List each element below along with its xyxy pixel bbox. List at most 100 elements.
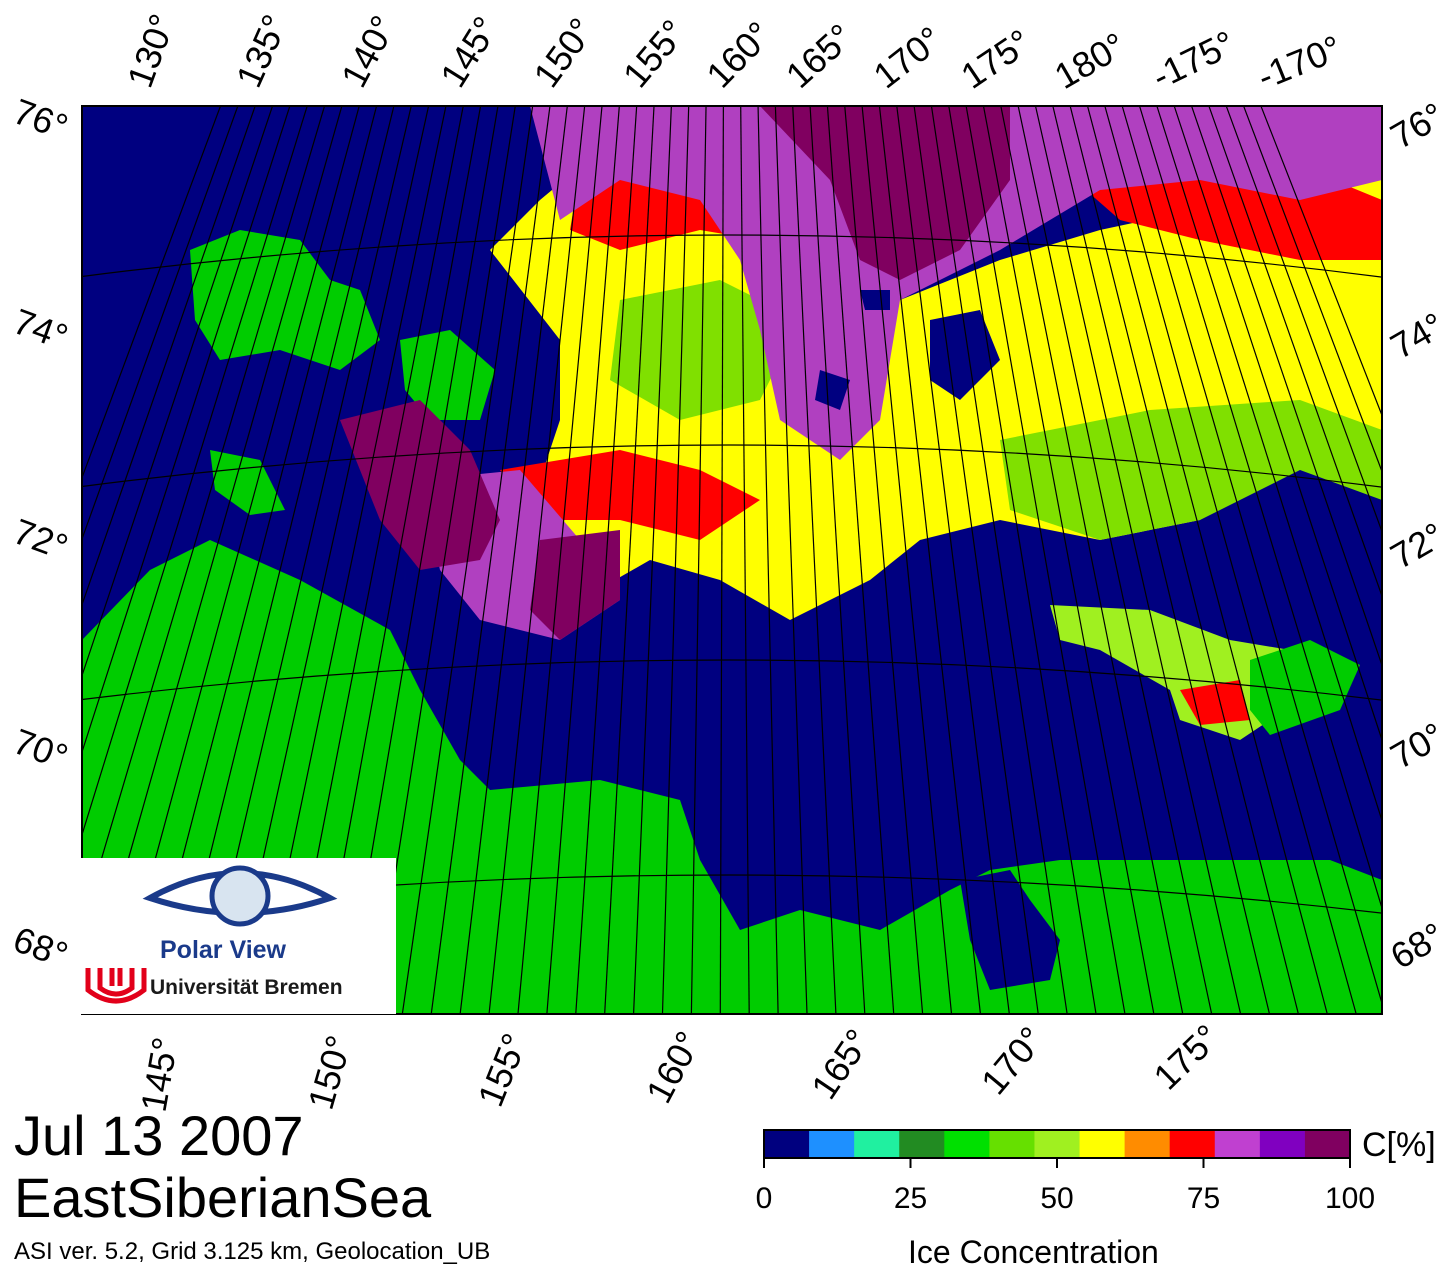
bottom-longitude-label: 155°	[470, 1028, 536, 1112]
polynya	[930, 310, 1000, 400]
meridian-line	[965, 106, 1126, 1014]
colorbar-segment	[854, 1130, 900, 1158]
meridian-line	[82, 106, 291, 754]
meridian-line	[913, 106, 1039, 1014]
ice-concentration-map	[82, 106, 1382, 1014]
left-latitude-label: 74°	[8, 300, 73, 357]
meridian-line	[82, 106, 274, 678]
polar-view-logo: Polar View Universität Bremen	[80, 858, 396, 1014]
meridian-line	[488, 106, 586, 1014]
ice-pack-max-south	[340, 400, 500, 570]
colorbar-segment	[989, 1130, 1035, 1158]
bottom-longitude-label: 165°	[803, 1022, 879, 1107]
logo-title: Polar View	[160, 936, 286, 964]
top-longitude-label: 175°	[954, 21, 1039, 97]
colorbar-segment	[944, 1130, 990, 1158]
colorbar-tick-label: 100	[1324, 1182, 1376, 1215]
right-latitude-label: 74°	[1384, 304, 1452, 367]
meridian-line	[719, 106, 724, 1014]
colorbar-segment	[1034, 1130, 1081, 1158]
colorbar-tick-label: 75	[1186, 1182, 1221, 1215]
left-latitude-labels: 76° 74° 72° 70° 68°	[8, 90, 73, 975]
ice-pack-max-south-2	[530, 530, 620, 640]
meridian-line	[1242, 106, 1382, 474]
meridian-line	[1086, 106, 1328, 1014]
legend-unit: C[%]	[1362, 1126, 1436, 1164]
bottom-longitude-label: 160°	[638, 1025, 709, 1110]
meridian-line	[809, 106, 866, 1014]
top-longitude-labels: 130° 135° 140° 145° 150° 155° 160°165° 170° 175°…	[119, 9, 1347, 98]
map-region: EastSiberianSea	[14, 1166, 432, 1229]
meridian-line	[1104, 106, 1357, 1014]
colorbar-tick-label: 50	[1040, 1182, 1074, 1215]
top-longitude-label: 145°	[432, 9, 506, 94]
meridian-line	[459, 106, 568, 1014]
top-longitude-label: 135°	[228, 9, 296, 94]
meridian-line	[82, 106, 222, 480]
top-longitude-label: 160°	[698, 14, 779, 96]
meridian-line	[690, 106, 707, 1014]
ice-pack-green-east	[1000, 400, 1382, 540]
meridian-line	[517, 106, 603, 1014]
colorbar-segment	[1169, 1130, 1216, 1158]
meridian-line	[774, 106, 808, 1014]
meridian-line	[430, 106, 551, 1014]
top-longitude-label: 165°	[778, 16, 861, 96]
meridian-line	[82, 106, 239, 541]
top-longitude-label: 130°	[119, 9, 183, 93]
colorbar-ticks	[763, 1158, 1351, 1168]
meridian-line	[1052, 106, 1271, 1014]
colorbar-segment	[1124, 1130, 1171, 1158]
meridian-line	[1017, 106, 1213, 1014]
right-latitude-label: 70°	[1384, 714, 1452, 777]
right-latitude-label: 72°	[1384, 514, 1452, 577]
polynya-3	[860, 290, 890, 310]
logo-subtitle: Universität Bremen	[150, 976, 343, 999]
meridian-line	[1208, 106, 1382, 598]
meridian-line	[1138, 106, 1382, 911]
ice-pack-red-south	[500, 450, 760, 540]
meridian-line	[82, 106, 308, 837]
map-date: Jul 13 2007	[14, 1104, 304, 1167]
meridian-line	[844, 106, 924, 1014]
meridian-line	[1034, 106, 1242, 1014]
left-latitude-label: 68°	[8, 918, 73, 975]
left-latitude-label: 72°	[8, 510, 73, 567]
bottom-longitude-label: 150°	[300, 1031, 360, 1114]
ice-pack-purple	[530, 106, 1382, 460]
chukotka-bay	[960, 870, 1060, 990]
meridian-line	[826, 106, 895, 1014]
lyakhovsky-island	[210, 450, 285, 515]
ice-pack-green-center	[610, 280, 800, 420]
left-latitude-label: 76°	[8, 90, 73, 147]
colorbar-segment	[764, 1130, 810, 1158]
algorithm-info: ASI ver. 5.2, Grid 3.125 km, Geolocation…	[14, 1238, 491, 1265]
colorbar-segment	[809, 1130, 855, 1158]
meridian-line	[82, 106, 256, 607]
meridian-line	[930, 106, 1068, 1014]
meridian-line	[1190, 106, 1382, 668]
colorbar-tick-label: 25	[893, 1182, 928, 1215]
meridian-line	[896, 106, 1010, 1014]
ice-concentration-colorbar	[763, 1129, 1351, 1159]
bottom-longitude-label: 175°	[1146, 1016, 1228, 1097]
right-latitude-label: 76°	[1384, 94, 1452, 157]
colorbar-tick-label: 0	[755, 1182, 773, 1215]
top-longitude-label: 180°	[1048, 24, 1133, 97]
legend-title: Ice Concentration	[908, 1234, 1159, 1270]
right-latitude-label: 68°	[1384, 914, 1452, 977]
bottom-longitude-label: 145°	[133, 1034, 186, 1114]
top-longitude-label: -175°	[1146, 22, 1242, 97]
meridian-line	[861, 106, 953, 1014]
top-longitude-label: 150°	[525, 10, 602, 94]
colorbar-segment	[1259, 1130, 1306, 1158]
meridian-line	[1121, 106, 1382, 1006]
meridian-line	[1000, 106, 1184, 1014]
kotelny-island	[190, 230, 380, 370]
siberian-mainland	[82, 540, 1382, 1014]
eye-logo-icon	[142, 865, 338, 927]
right-latitude-labels: 76° 74° 72° 70° 68°	[1384, 94, 1452, 977]
meridian-line	[604, 106, 655, 1014]
ice-pack-max-north	[760, 106, 1010, 280]
